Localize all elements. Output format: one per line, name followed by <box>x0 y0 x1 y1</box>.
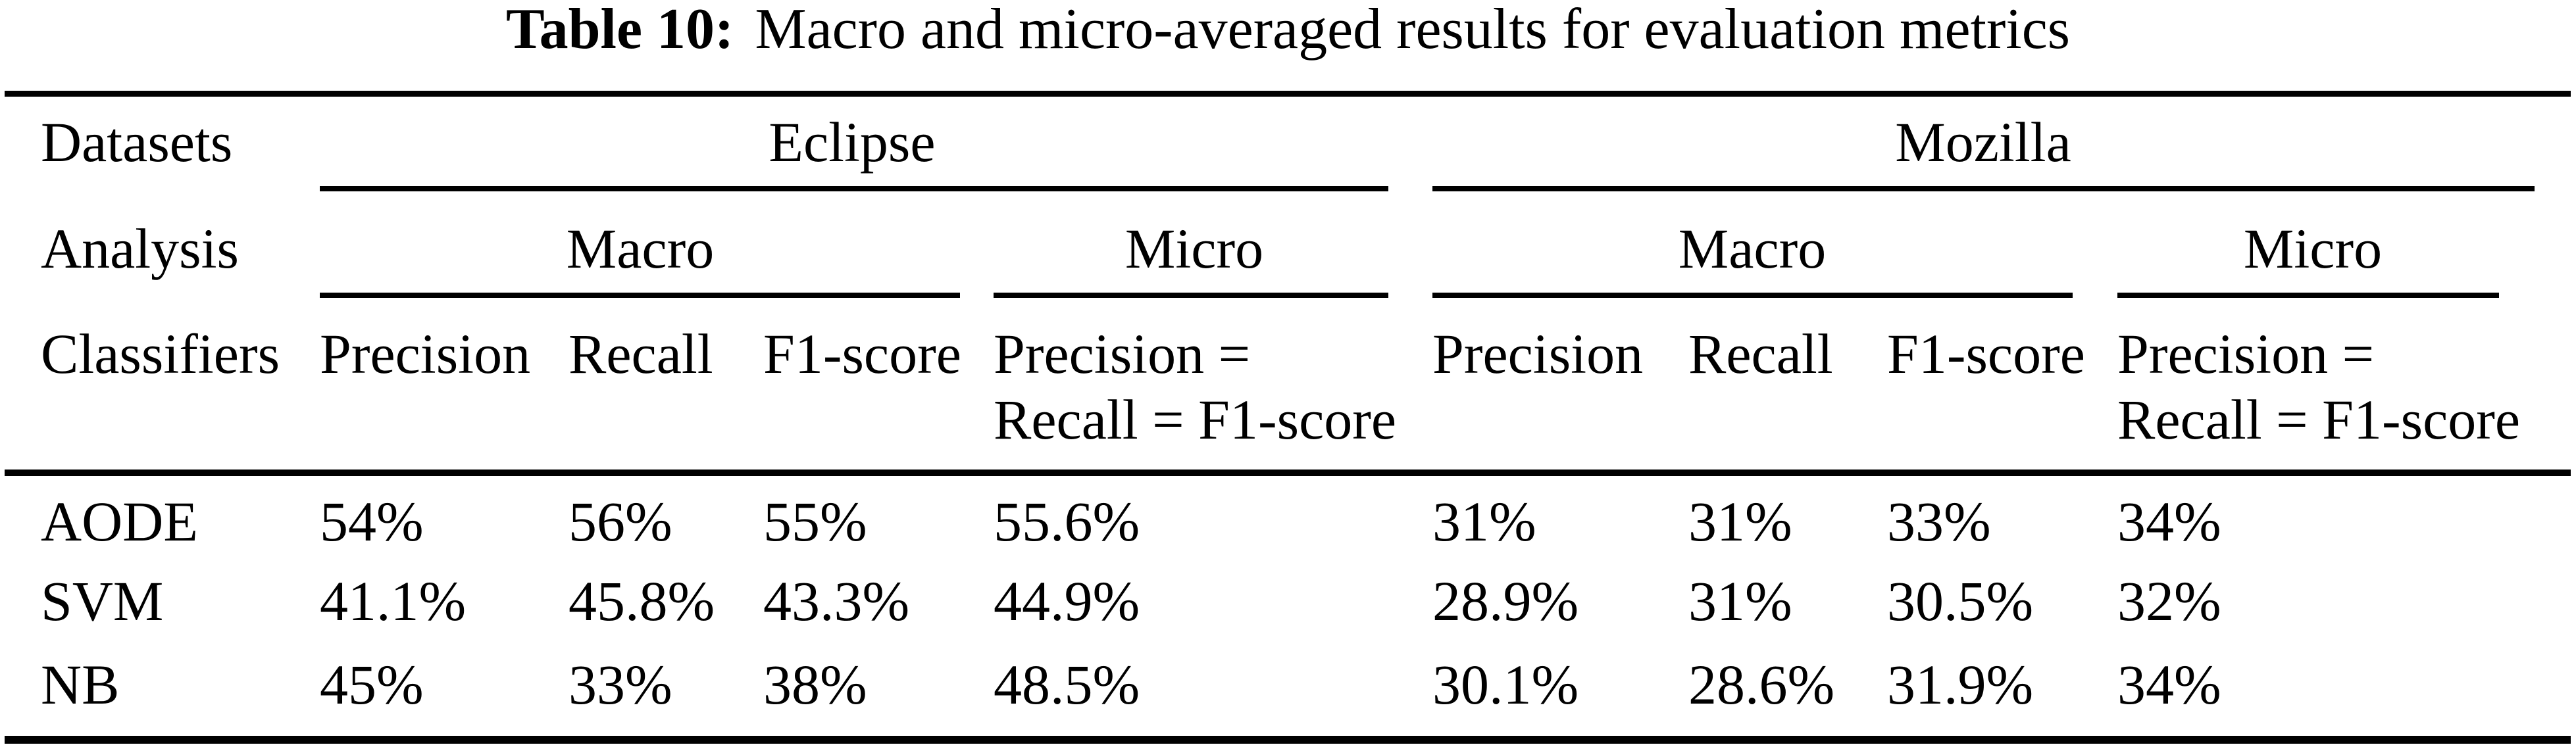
cell-nb-mozilla-f1: 31.9% <box>1887 653 2034 716</box>
rule-top <box>5 91 2571 97</box>
rule-eclipse-macro <box>320 293 960 298</box>
cell-svm-mozilla-micro: 32% <box>2117 569 2221 633</box>
cell-nb-eclipse-f1: 38% <box>763 653 867 716</box>
cell-svm-classifier: SVM <box>41 569 164 633</box>
cell-nb-mozilla-micro: 34% <box>2117 653 2221 716</box>
cell-svm-mozilla-f1: 30.5% <box>1887 569 2034 633</box>
rule-mozilla-micro <box>2117 293 2499 298</box>
caption-label: Table 10: <box>505 0 734 61</box>
col-header-eclipse-micro-line1: Precision = <box>994 322 1251 385</box>
col-header-eclipse-recall: Recall <box>568 322 713 385</box>
rule-datasets-eclipse <box>320 186 1388 191</box>
cell-nb-mozilla-recall: 28.6% <box>1688 653 1835 716</box>
cell-svm-eclipse-recall: 45.8% <box>568 569 715 633</box>
col-group-eclipse: Eclipse <box>769 110 936 174</box>
cell-nb-mozilla-precision: 30.1% <box>1432 653 1579 716</box>
cell-aode-eclipse-f1: 55% <box>763 490 867 553</box>
cell-aode-mozilla-micro: 34% <box>2117 490 2221 553</box>
col-subgroup-eclipse-micro: Micro <box>1124 217 1264 280</box>
col-group-mozilla: Mozilla <box>1895 110 2071 174</box>
cell-aode-eclipse-precision: 54% <box>320 490 424 553</box>
col-header-mozilla-micro-line2: Recall = F1-score <box>2117 388 2521 451</box>
cell-svm-eclipse-precision: 41.1% <box>320 569 467 633</box>
rule-eclipse-micro <box>994 293 1388 298</box>
cell-svm-mozilla-precision: 28.9% <box>1432 569 1579 633</box>
cell-svm-eclipse-f1: 43.3% <box>763 569 910 633</box>
col-header-eclipse-f1: F1-score <box>763 322 961 385</box>
col-header-eclipse-precision: Precision <box>320 322 531 385</box>
caption-text: Macro and micro-averaged results for eva… <box>755 0 2071 61</box>
cell-svm-eclipse-micro: 44.9% <box>994 569 1140 633</box>
col-header-eclipse-micro-line2: Recall = F1-score <box>994 388 1397 451</box>
cell-nb-classifier: NB <box>41 653 120 716</box>
cell-aode-eclipse-micro: 55.6% <box>994 490 1140 553</box>
col-subgroup-eclipse-macro: Macro <box>566 217 715 280</box>
col-header-mozilla-micro-line1: Precision = <box>2117 322 2375 385</box>
cell-nb-eclipse-micro: 48.5% <box>994 653 1140 716</box>
row-header-classifiers: Classifiers <box>41 322 280 385</box>
cell-aode-eclipse-recall: 56% <box>568 490 672 553</box>
col-header-mozilla-recall: Recall <box>1688 322 1833 385</box>
table-caption: Table 10: Macro and micro-averaged resul… <box>506 1 2070 59</box>
cell-nb-eclipse-precision: 45% <box>320 653 424 716</box>
col-subgroup-mozilla-macro: Macro <box>1678 217 1827 280</box>
rule-mid <box>5 470 2571 476</box>
row-header-datasets: Datasets <box>41 110 233 174</box>
rule-datasets-mozilla <box>1432 186 2535 191</box>
rule-bottom <box>5 736 2571 744</box>
row-header-analysis: Analysis <box>41 217 239 280</box>
cell-aode-mozilla-recall: 31% <box>1688 490 1792 553</box>
col-header-mozilla-f1: F1-score <box>1887 322 2085 385</box>
col-subgroup-mozilla-micro: Micro <box>2243 217 2383 280</box>
cell-svm-mozilla-recall: 31% <box>1688 569 1792 633</box>
rule-mozilla-macro <box>1432 293 2073 298</box>
cell-aode-mozilla-precision: 31% <box>1432 490 1536 553</box>
cell-aode-mozilla-f1: 33% <box>1887 490 1991 553</box>
cell-aode-classifier: AODE <box>41 490 198 553</box>
col-header-mozilla-precision: Precision <box>1432 322 1644 385</box>
cell-nb-eclipse-recall: 33% <box>568 653 672 716</box>
